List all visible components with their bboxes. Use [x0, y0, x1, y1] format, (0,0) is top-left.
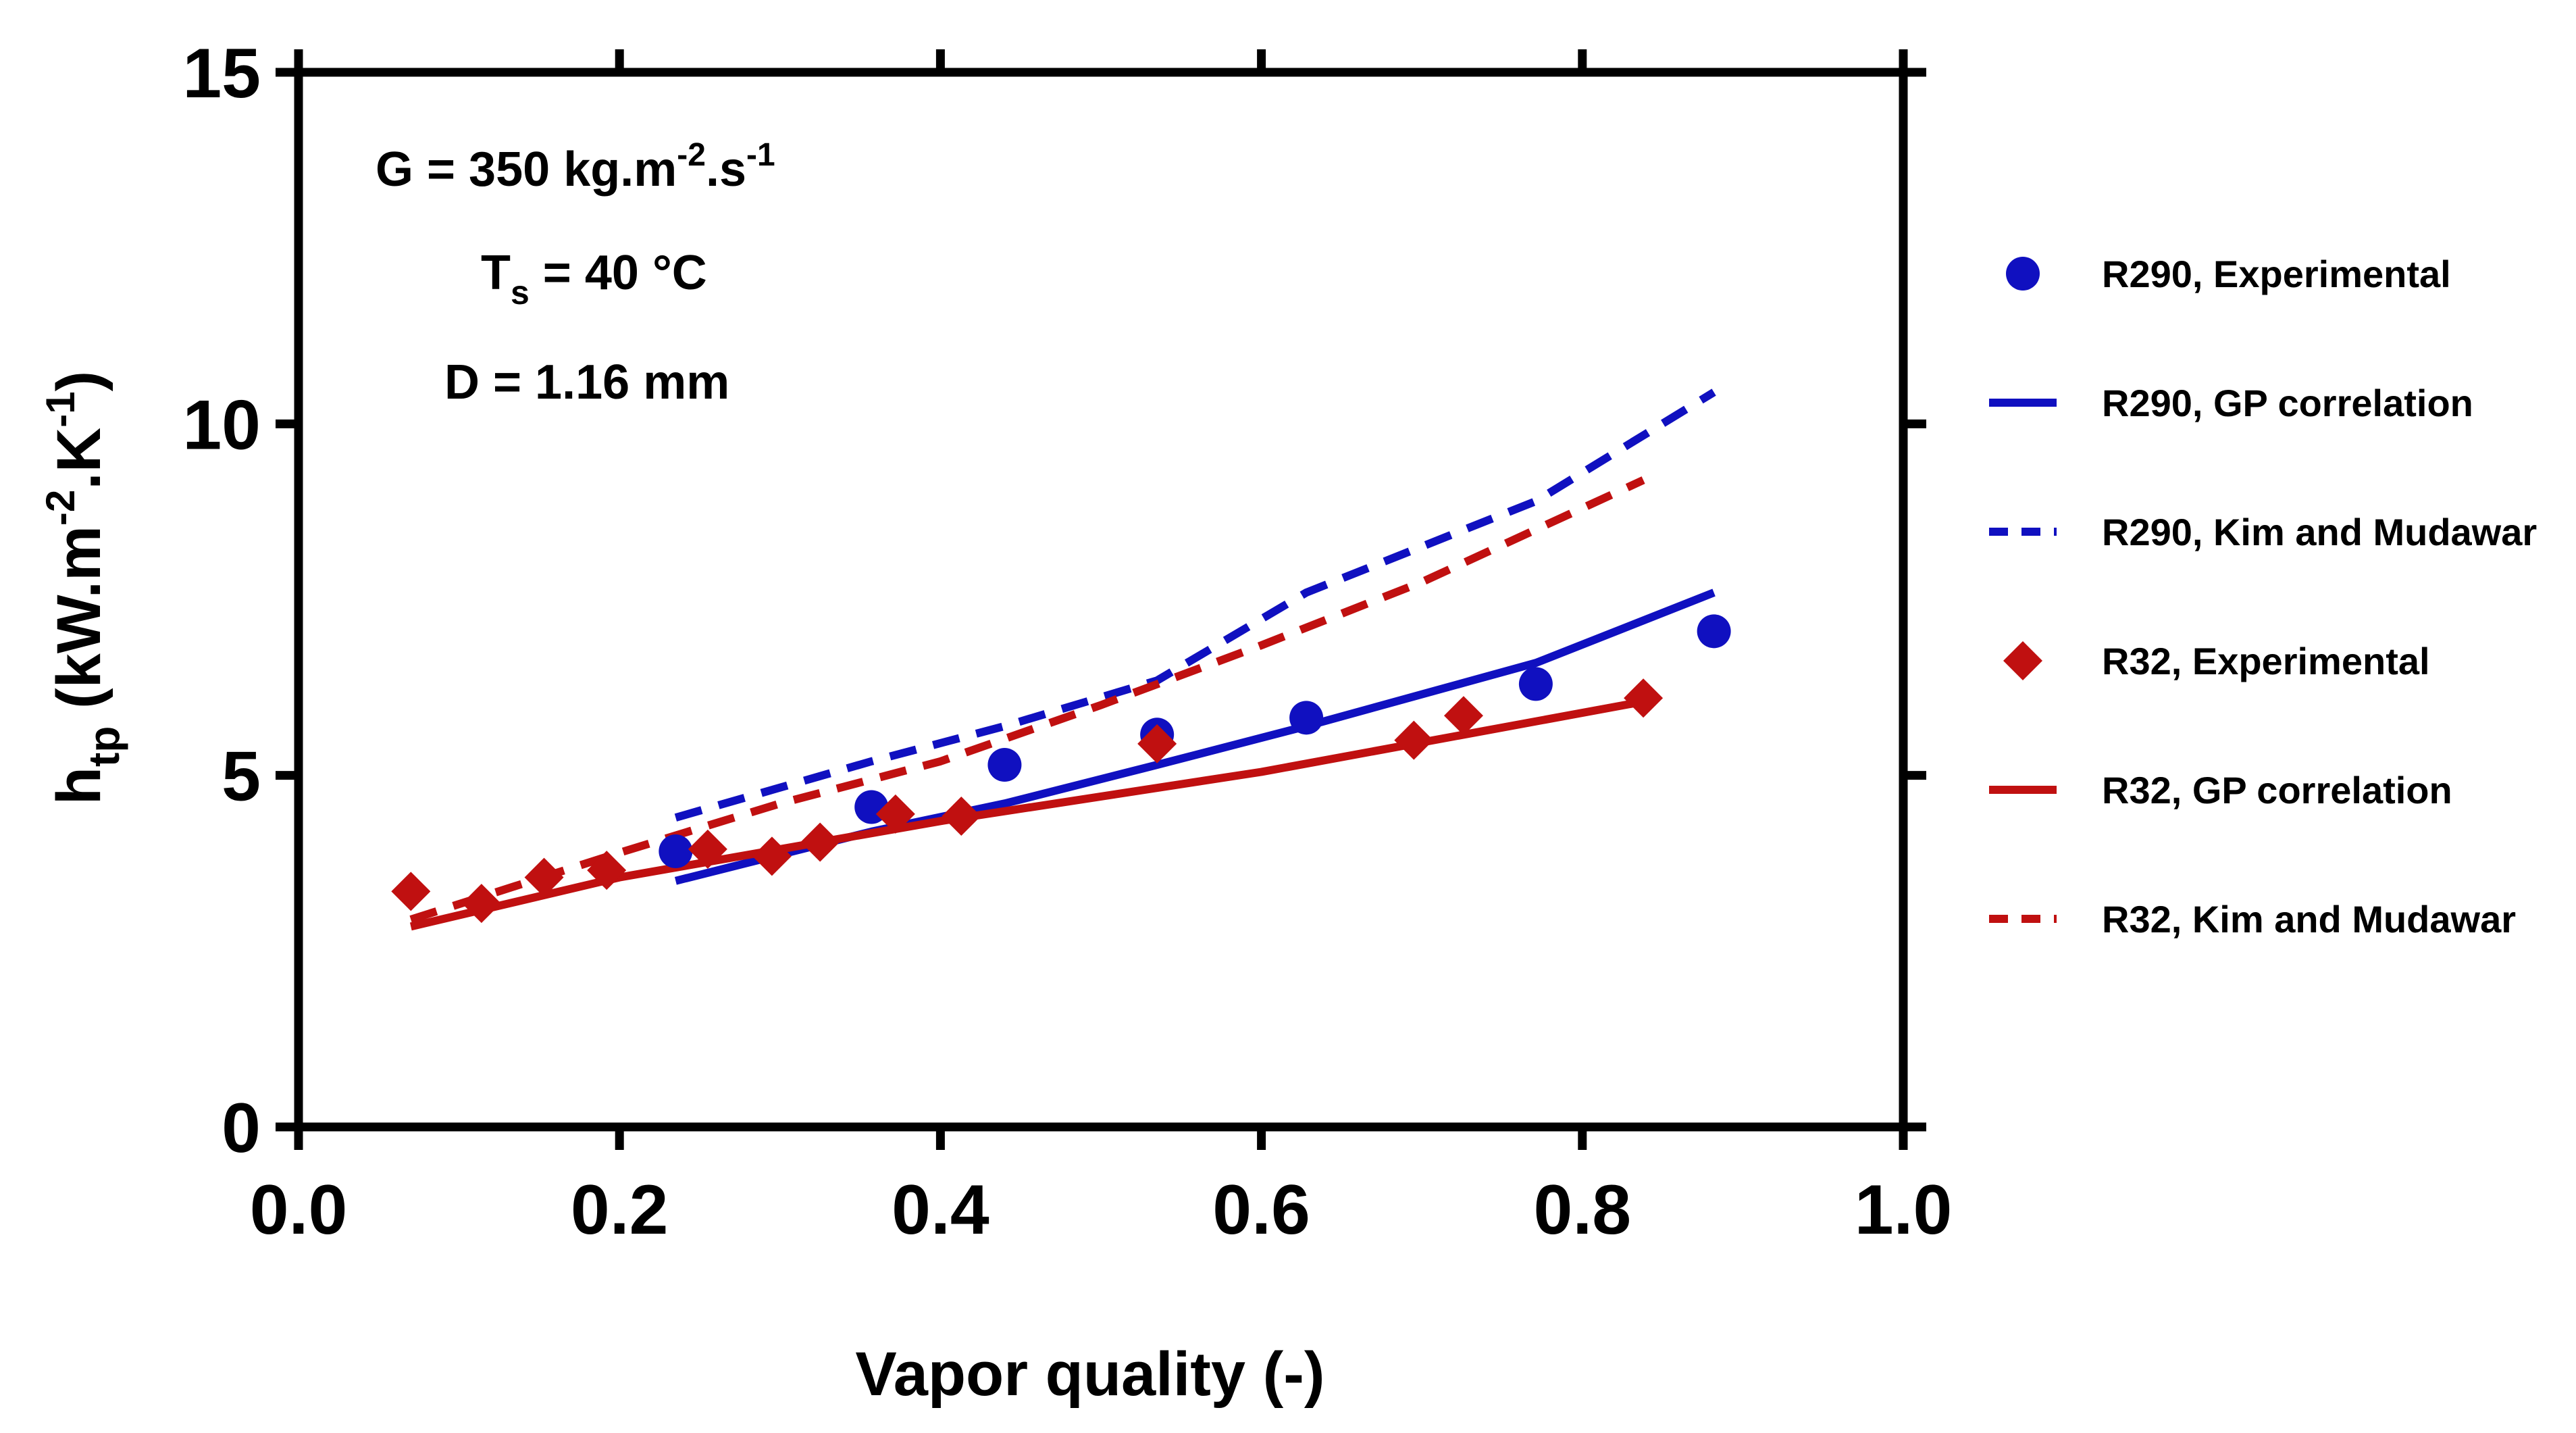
x-tick-label: 0.8 [1534, 1171, 1632, 1249]
annotation-mass-flux-mid: .s [706, 143, 746, 197]
y-axis-title-sup1: -2 [38, 490, 83, 526]
legend-item: R290, GP correlation [1989, 382, 2473, 424]
y-axis-title-rest3: ) [45, 371, 113, 392]
annotation-mass-flux-sup2: -1 [746, 137, 775, 173]
legend-item: R290, Kim and Mudawar [1989, 511, 2537, 553]
annotation-temp-rest: = 40 °C [530, 246, 707, 300]
y-tick-label: 0 [222, 1089, 261, 1167]
legend-label: R32, GP correlation [2102, 769, 2452, 811]
annotation-mass-flux-main: G = 350 kg.m [376, 143, 677, 197]
legend-item: R32, Experimental [2003, 640, 2430, 682]
legend-label: R290, Experimental [2102, 253, 2451, 295]
x-axis: 0.0 0.2 0.4 0.6 0.8 1.0 [250, 49, 1953, 1249]
data-point [1697, 614, 1731, 649]
annotation-mass-flux: G = 350 kg.m-2.s-1 [376, 137, 775, 197]
y-axis-title-rest2: .K [45, 428, 113, 490]
legend-item: R32, GP correlation [1989, 769, 2452, 811]
annotation-diameter: D = 1.16 mm [444, 355, 729, 409]
data-point [987, 748, 1022, 782]
x-tick-label: 0.0 [250, 1171, 348, 1249]
y-axis-title-rest1: (kW.m [45, 526, 113, 726]
y-axis-title: htp (kW.m-2.K-1) [38, 371, 128, 805]
y-tick-label: 5 [222, 738, 261, 816]
data-point [587, 851, 627, 890]
y-axis-title-sub: tp [80, 726, 128, 767]
data-point [524, 857, 564, 897]
x-tick-label: 0.2 [571, 1171, 669, 1249]
data-point [800, 822, 840, 862]
data-point [688, 829, 727, 869]
legend-label: R290, GP correlation [2102, 382, 2473, 424]
data-point [942, 797, 981, 836]
legend-label: R290, Kim and Mudawar [2102, 511, 2537, 553]
data-point [875, 794, 915, 834]
y-tick-label: 10 [182, 386, 261, 464]
data-point [1443, 696, 1483, 736]
data-point [1289, 701, 1324, 735]
legend-marker [2003, 641, 2042, 680]
data-point [391, 872, 431, 911]
x-axis-title: Vapor quality (-) [855, 1340, 1324, 1409]
plot-border [294, 68, 1908, 1132]
y-axis-title-main: h [45, 767, 113, 805]
x-tick-label: 0.4 [892, 1171, 989, 1249]
data-point [1518, 667, 1553, 701]
legend-item: R32, Kim and Mudawar [1989, 898, 2516, 940]
data-point [461, 884, 501, 924]
series-line [409, 697, 1645, 931]
data-point [659, 834, 693, 869]
legend-marker [2006, 257, 2040, 291]
annotation-mass-flux-sup1: -2 [677, 137, 706, 173]
legend-label: R32, Kim and Mudawar [2102, 898, 2516, 940]
y-axis-title-sup2: -1 [38, 391, 83, 427]
series-layer [391, 388, 1731, 931]
legend-label: R32, Experimental [2102, 640, 2430, 682]
annotation-saturation-temp: Ts = 40 °C [481, 246, 707, 311]
legend: R290, Experimental R290, GP correlation R2… [1989, 253, 2537, 940]
annotation-temp-sub: s [511, 274, 530, 311]
legend-item: R290, Experimental [2006, 253, 2451, 295]
data-point [1624, 678, 1664, 718]
data-point [1394, 720, 1434, 760]
data-point [752, 836, 792, 876]
y-tick-label: 15 [182, 34, 261, 113]
plot-frame [294, 68, 1908, 1132]
series-line [409, 476, 1645, 924]
annotation-temp-main: T [481, 246, 511, 300]
x-tick-label: 0.6 [1212, 1171, 1310, 1249]
y-axis: 0 5 10 15 [182, 34, 1926, 1167]
data-point [1137, 724, 1177, 763]
x-tick-label: 1.0 [1855, 1171, 1953, 1249]
